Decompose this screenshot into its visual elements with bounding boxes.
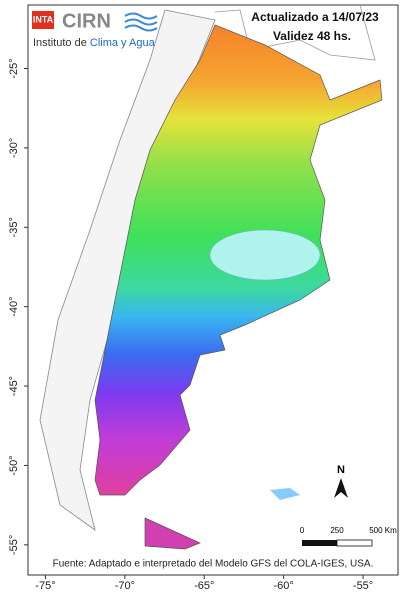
lat-tick-label: -45°	[8, 376, 20, 396]
validity: Validez 48 hs.	[273, 29, 351, 43]
lat-tick-label: -35°	[8, 217, 20, 237]
brand: CIRN	[62, 10, 111, 32]
lat-tick-label: -40°	[8, 297, 20, 317]
lat-tick-label: -30°	[8, 138, 20, 158]
lon-tick-label: -60°	[274, 580, 294, 592]
institute: Instituto de Clima y Agua	[33, 37, 156, 49]
lon-tick-label: -70°	[115, 580, 135, 592]
islands	[270, 488, 300, 500]
lon-tick-label: -55°	[353, 580, 373, 592]
lon-tick-label: -75°	[35, 580, 55, 592]
scale-label: 0	[300, 526, 305, 535]
scale-bar	[336, 539, 373, 547]
scale-bar	[302, 540, 337, 546]
cold-patch	[209, 229, 321, 281]
institute-name: Instituto de	[33, 37, 87, 49]
logo-waves	[124, 12, 158, 32]
north-label: N	[337, 464, 345, 476]
tierra-del-fuego	[144, 517, 201, 550]
updated: Actualizado a 14/07/23	[251, 10, 379, 24]
neighbor-border	[214, 4, 376, 61]
institute-highlight: Clima y Agua	[90, 37, 156, 49]
north-arrow	[334, 478, 348, 498]
lat-tick-label: -55°	[8, 535, 20, 555]
lon-tick-label: -65°	[194, 580, 214, 592]
logo-box	[32, 11, 54, 29]
logo: INTA	[33, 14, 54, 24]
scale-label: 500 Km	[369, 526, 397, 535]
lat-tick-label: -50°	[8, 455, 20, 475]
scale-label: 250	[330, 526, 344, 535]
lat-tick-label: -25°	[8, 58, 20, 78]
source: Fuente: Adaptado e interpretado del Mode…	[53, 559, 374, 570]
